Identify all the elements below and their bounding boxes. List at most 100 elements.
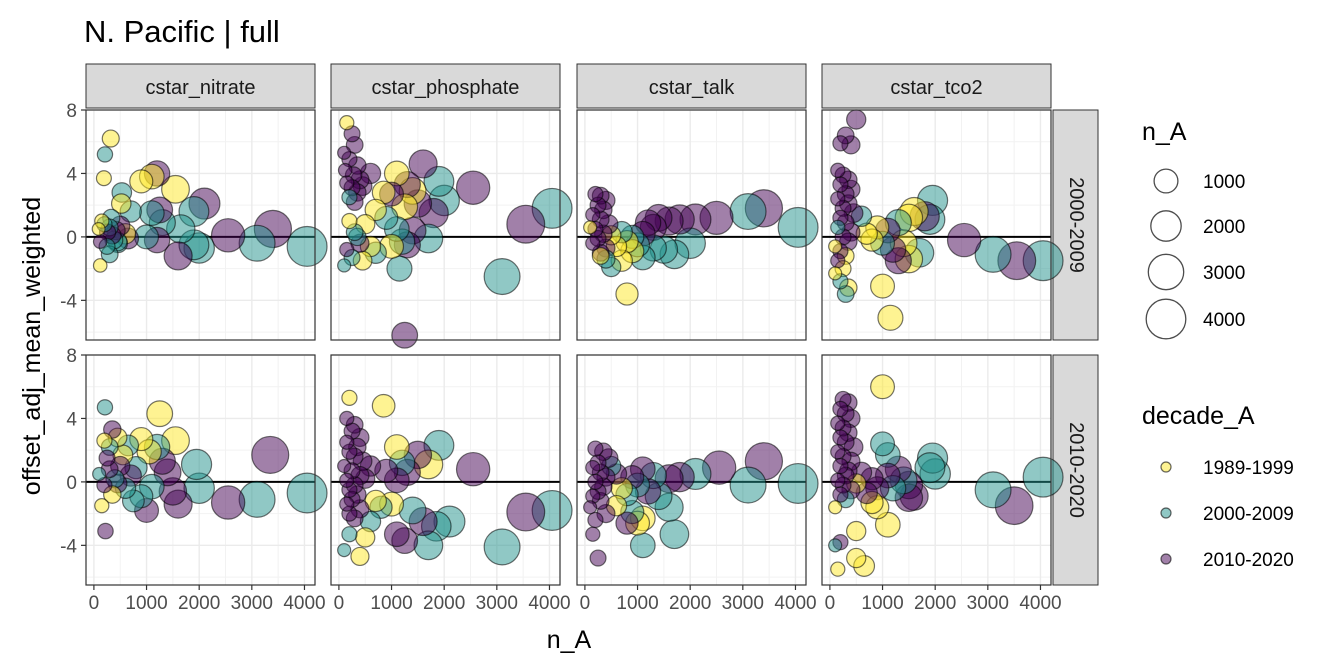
data-point [587,185,604,203]
data-point [483,258,521,296]
data-point [339,496,355,512]
panel-cstar_talk-2010-2020: 0 1000 2000 3000 4000 [576,354,819,614]
data-point [828,538,843,553]
data-point [832,400,849,418]
data-point [830,415,846,431]
panel-cstar_phosphate-2010-2020: 0 1000 2000 3000 4000 [330,354,573,614]
column-strip [576,63,807,109]
data-point [386,255,413,282]
data-point [180,448,213,481]
data-point [974,235,1012,273]
color-legend-label: 2000-2009 [1203,504,1294,525]
x-axis-title: n_A [547,626,592,654]
size-legend: n_A 1000 2000 3000 4000 [1142,118,1245,340]
size-legend-key [1153,168,1179,194]
x-tick-label: 3000 [722,593,764,614]
y-tick-label: 4 [66,409,77,430]
size-legend-label: 2000 [1203,217,1245,238]
data-point [161,174,190,204]
x-tick-label: 2000 [914,593,956,614]
panel-cstar_talk-2000-2009 [576,109,819,341]
row-strip-label: 2000-2009 [1065,177,1087,273]
data-point [830,162,846,178]
data-point [337,258,352,273]
data-point [587,440,604,457]
data-point [870,273,896,299]
data-point [391,321,419,349]
panel-border [85,109,316,341]
data-point [94,498,110,514]
x-tick-label: 0 [580,593,591,614]
data-point [341,212,358,230]
data-point [92,466,107,482]
x-tick-label: 3000 [476,593,518,614]
size-legend-label: 1000 [1203,172,1245,193]
data-point [92,234,108,249]
x-tick-label: 4000 [1019,593,1061,614]
x-tick-label: 3000 [967,593,1009,614]
y-tick-label: 8 [66,101,77,122]
panel-border [576,109,807,341]
data-point [101,129,120,148]
color-legend: decade_A 1989-1999 2000-2009 2010-2020 [1142,402,1294,571]
data-point [830,472,846,488]
data-point [830,219,846,236]
data-point [974,471,1012,509]
data-point [350,546,370,567]
data-point [110,193,132,214]
size-legend-title: n_A [1142,118,1187,146]
data-point [914,452,946,484]
column-strip-label: cstar_talk [649,77,736,99]
panel-cstar_tco2-2010-2020: 0 1000 2000 3000 4000 [821,354,1064,614]
y-tick-label: 4 [66,164,77,185]
size-legend-key [1147,253,1185,291]
color-legend-title: decade_A [1142,402,1255,430]
data-point [587,473,604,491]
data-point [96,399,114,416]
data-point [729,466,767,504]
data-point [846,547,867,569]
data-point [383,521,410,548]
x-tick-label: 2000 [669,593,711,614]
data-point [870,374,896,400]
data-point [455,170,491,205]
data-point [339,115,355,131]
row-strip [1052,109,1099,341]
data-point [583,220,598,235]
data-point [251,435,290,475]
column-strip [821,63,1052,109]
data-point [777,206,819,248]
data-point [870,431,896,457]
x-tick-label: 4000 [774,593,816,614]
data-point [129,169,154,194]
column-strip [330,63,561,109]
y-tick-label: -4 [60,536,77,557]
x-tick-label: 1000 [370,593,412,614]
data-point [455,451,491,487]
data-point [339,434,355,450]
color-legend-label: 2010-2020 [1203,550,1294,571]
y-tick-label: 0 [66,473,77,494]
size-legend-key [1150,210,1182,242]
data-point [339,241,355,258]
data-point [832,457,849,475]
data-point [96,146,114,163]
data-point [585,459,601,476]
data-point [828,266,843,281]
x-tick-label: 4000 [528,593,570,614]
data-point [589,549,607,567]
y-tick-label: -4 [60,291,77,312]
y-tick-label: 0 [66,228,77,249]
panel-border [576,354,807,586]
x-tick-label: 1000 [616,593,658,614]
column-strip-label: cstar_nitrate [145,77,255,99]
data-point [591,247,610,265]
data-point [146,400,174,428]
panel-border [85,354,316,586]
data-point [95,170,112,187]
data-point [408,149,438,179]
color-legend-key [1160,461,1172,473]
data-point [1022,456,1064,498]
panel-border [821,109,1052,341]
